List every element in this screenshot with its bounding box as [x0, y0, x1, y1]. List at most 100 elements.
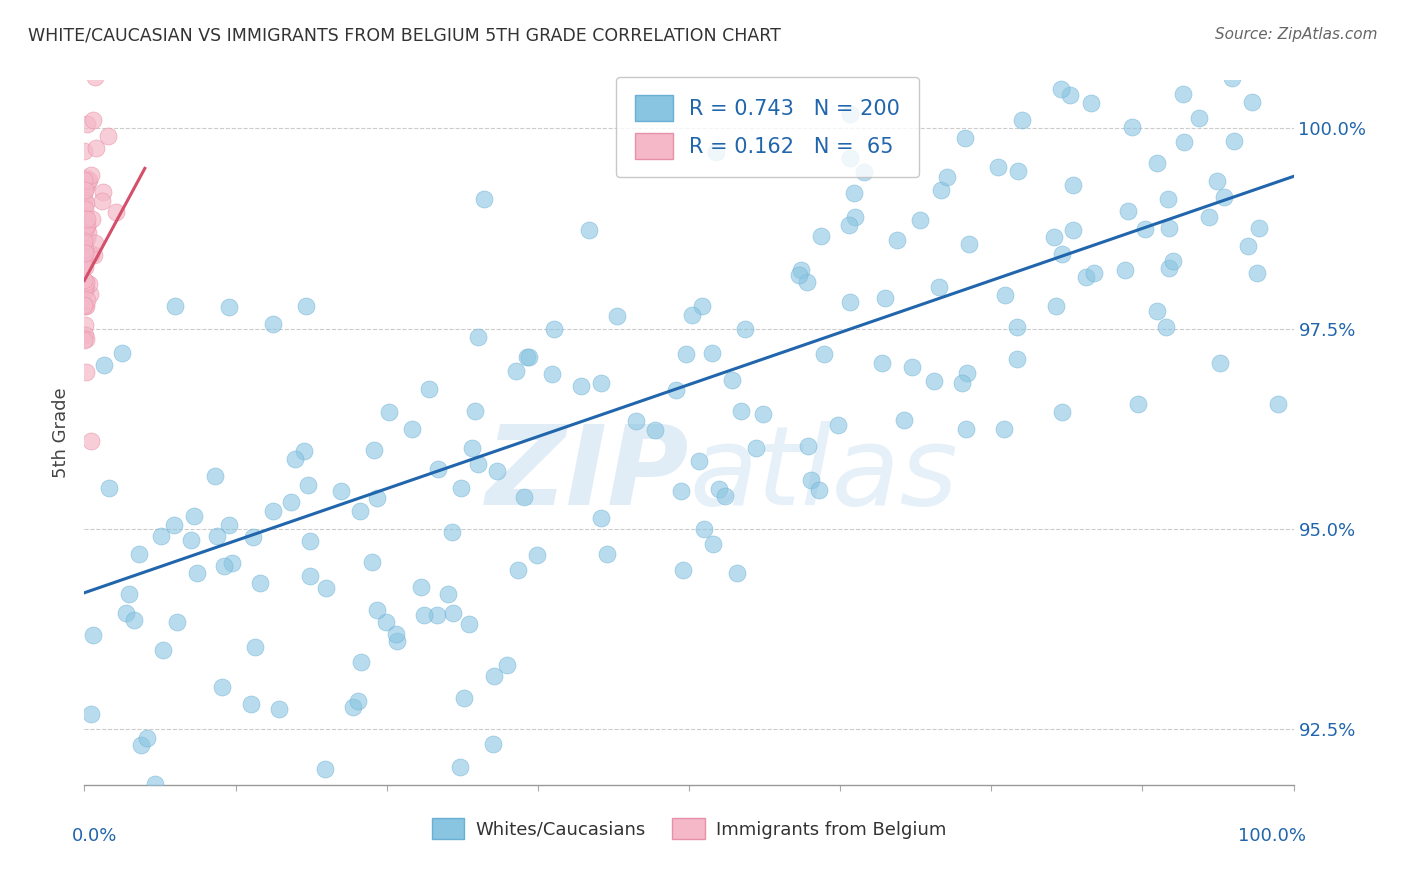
Point [80, 211, 103, 226]
Point [97, 129, 120, 144]
Point [360, 555, 382, 569]
Point [908, 213, 931, 227]
Point [681, 308, 703, 322]
Point [104, 204, 127, 219]
Legend: Whites/Caucasians, Immigrants from Belgium: Whites/Caucasians, Immigrants from Belgi… [425, 811, 953, 847]
Point [1159, 260, 1181, 275]
Point [706, 145, 728, 160]
Text: atlas: atlas [689, 421, 957, 528]
Point [330, 483, 353, 498]
Point [1156, 319, 1178, 334]
Point [76, 211, 98, 226]
Point [385, 626, 408, 640]
Point [418, 382, 440, 396]
Point [481, 737, 503, 751]
Point [516, 351, 538, 365]
Point [297, 477, 319, 491]
Point [1005, 352, 1028, 367]
Point [541, 367, 564, 381]
Point [1161, 254, 1184, 268]
Point [218, 518, 240, 533]
Point [183, 509, 205, 524]
Point [76, 293, 98, 308]
Point [75, 170, 97, 185]
Point [75, 184, 97, 198]
Point [1246, 11, 1268, 25]
Point [506, 563, 529, 577]
Point [73, 273, 96, 287]
Point [83, 248, 105, 262]
Point [122, 613, 145, 627]
Point [441, 525, 464, 540]
Point [82, 627, 104, 641]
Point [688, 454, 710, 468]
Point [1206, 174, 1229, 188]
Point [437, 587, 460, 601]
Point [77, 277, 100, 291]
Point [298, 534, 321, 549]
Point [1049, 82, 1071, 96]
Point [721, 373, 744, 387]
Point [725, 566, 748, 580]
Point [606, 309, 628, 323]
Point [959, 236, 981, 251]
Point [262, 318, 284, 332]
Point [75, 202, 97, 217]
Text: Source: ZipAtlas.com: Source: ZipAtlas.com [1215, 27, 1378, 42]
Point [1146, 156, 1168, 170]
Point [75, 216, 97, 230]
Point [75, 180, 97, 194]
Point [1126, 397, 1149, 411]
Point [75, 328, 97, 343]
Point [900, 360, 922, 375]
Point [79, 168, 101, 182]
Point [744, 441, 766, 455]
Point [150, 529, 173, 543]
Point [73, 186, 96, 200]
Point [844, 210, 866, 224]
Point [207, 529, 229, 543]
Point [702, 536, 724, 550]
Point [75, 365, 97, 379]
Point [79, 286, 101, 301]
Point [401, 422, 423, 436]
Point [692, 522, 714, 536]
Point [280, 495, 302, 509]
Point [893, 413, 915, 427]
Point [75, 254, 97, 268]
Point [349, 504, 371, 518]
Point [543, 322, 565, 336]
Point [269, 702, 291, 716]
Point [1191, 48, 1213, 62]
Point [464, 404, 486, 418]
Point [1173, 135, 1195, 149]
Point [73, 144, 96, 158]
Point [810, 229, 832, 244]
Point [484, 669, 506, 683]
Point [1246, 266, 1268, 280]
Point [374, 615, 396, 629]
Point [163, 517, 186, 532]
Point [104, 802, 127, 816]
Point [73, 241, 96, 255]
Point [411, 581, 433, 595]
Point [1062, 178, 1084, 192]
Point [186, 566, 208, 581]
Point [1050, 405, 1073, 419]
Point [474, 192, 496, 206]
Point [163, 298, 186, 312]
Point [76, 219, 98, 234]
Text: 0.0%: 0.0% [72, 827, 118, 846]
Point [75, 219, 97, 234]
Point [467, 457, 489, 471]
Point [75, 260, 97, 274]
Point [73, 240, 96, 254]
Point [1050, 247, 1073, 261]
Point [955, 366, 977, 380]
Point [1005, 320, 1028, 334]
Point [1249, 221, 1271, 235]
Point [249, 575, 271, 590]
Point [578, 223, 600, 237]
Point [813, 347, 835, 361]
Point [76, 217, 98, 231]
